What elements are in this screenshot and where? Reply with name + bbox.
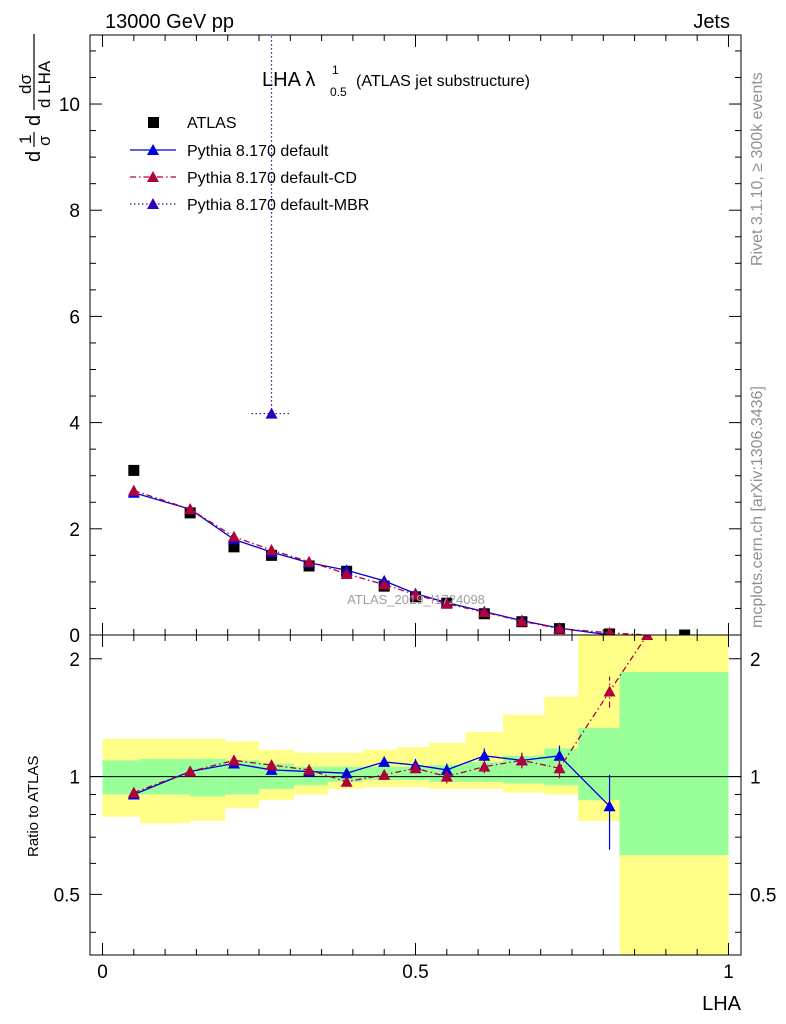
- legend-marker-cd: [147, 171, 159, 182]
- series-point: [440, 597, 453, 609]
- plot-title-suffix: (ATLAS jet substructure): [356, 73, 530, 90]
- ratio-point: [478, 749, 491, 761]
- y-tick-label-ratio-right: 2: [750, 650, 761, 671]
- ratio-point: [440, 763, 453, 775]
- y-tick-label-main: 8: [69, 201, 80, 222]
- y-tick-label-main: 2: [69, 520, 80, 541]
- series-point: [127, 484, 140, 496]
- ratio-point: [409, 762, 422, 774]
- series-point: [340, 567, 353, 579]
- ratio-point: [265, 759, 278, 771]
- legend-marker-atlas: [148, 117, 159, 128]
- ylabel-d1: d: [23, 151, 45, 162]
- y-tick-label-main: 10: [59, 95, 80, 116]
- plot-title-sub: 0.5: [330, 85, 347, 99]
- ratio-point: [603, 685, 616, 697]
- x-tick-label: 0: [97, 962, 108, 983]
- y-tick-label-ratio-right: 1: [750, 768, 761, 789]
- watermark: ATLAS_2019_I1724098: [347, 592, 485, 607]
- ratio-point: [184, 765, 197, 777]
- axis-ticks: [90, 35, 741, 955]
- band-inner-segment: [190, 758, 226, 797]
- y-tick-label-main: 4: [69, 414, 80, 435]
- series-point: [227, 530, 240, 542]
- series-point: [378, 578, 391, 590]
- data-point-atlas: [128, 464, 140, 476]
- series-point: [409, 588, 422, 600]
- plot-title-sup: 1: [332, 63, 339, 77]
- ratio-point: [378, 755, 391, 767]
- axis-tick-labels: 0 2 4 6 8 10 0 0.5 1 0.5 0.5 1 1 2 2: [54, 95, 777, 983]
- plot-title-main: LHA λ: [262, 69, 315, 91]
- band-inner-segment: [619, 672, 643, 856]
- y-tick-label-main: 6: [69, 307, 80, 328]
- header-energy: 13000 GeV pp: [105, 11, 234, 33]
- ratio-series-line: [133, 635, 648, 794]
- uncertainty-band: [102, 635, 729, 955]
- header-process: Jets: [693, 11, 730, 33]
- legend: ATLAS Pythia 8.170 default Pythia 8.170 …: [130, 115, 369, 214]
- x-axis-label: LHA: [702, 993, 742, 1015]
- ratio-series-layer: [127, 635, 654, 850]
- ylabel-d2: d: [23, 115, 45, 126]
- series-point: [265, 407, 278, 419]
- ratio-point: [440, 770, 453, 782]
- ratio-point: [378, 768, 391, 780]
- ratio-point: [553, 749, 566, 761]
- band-inner-segment: [578, 728, 620, 801]
- y-tick-label-ratio-left: 1: [69, 768, 80, 789]
- y-tick-label-ratio-left: 2: [69, 650, 80, 671]
- y-axis-label-ratio: Ratio to ATLAS: [25, 756, 42, 857]
- legend-label-default: Pythia 8.170 default: [187, 143, 329, 160]
- ratio-point: [303, 763, 316, 775]
- data-point-atlas: [228, 541, 240, 553]
- legend-label-atlas: ATLAS: [187, 115, 237, 132]
- side-label-mcplots: mcplots.cern.ch [arXiv:1306.3436]: [749, 386, 766, 628]
- y-axis-label-main: d 1 σ d dσ d LHA: [16, 34, 54, 162]
- series-point: [303, 555, 316, 567]
- series-point: [515, 615, 528, 627]
- x-tick-label: 1: [723, 962, 734, 983]
- ratio-point: [515, 754, 528, 766]
- band-inner-segment: [642, 672, 729, 856]
- series-point: [553, 622, 566, 634]
- ylabel-den2: d LHA: [35, 60, 54, 108]
- main-series-layer: [127, 35, 691, 635]
- ratio-point: [340, 767, 353, 779]
- series-point: [265, 544, 278, 556]
- y-tick-label-main: 0: [69, 626, 80, 647]
- ratio-point: [127, 786, 140, 798]
- ylabel-num2: dσ: [16, 74, 35, 94]
- ratio-point: [478, 760, 491, 772]
- legend-marker-default: [147, 144, 159, 155]
- series-line: [133, 492, 610, 635]
- ratio-point: [227, 754, 240, 766]
- ratio-panel: [90, 635, 741, 955]
- series-point: [478, 606, 491, 618]
- ratio-point: [641, 635, 654, 640]
- main-panel: [127, 35, 691, 635]
- legend-label-mbr: Pythia 8.170 default-MBR: [187, 197, 369, 214]
- ratio-point: [340, 775, 353, 787]
- side-label-rivet: Rivet 3.1.10, ≥ 300k events: [749, 72, 766, 266]
- series-line: [133, 489, 648, 635]
- legend-label-cd: Pythia 8.170 default-CD: [187, 170, 357, 187]
- ratio-point: [553, 762, 566, 774]
- ratio-point: [603, 800, 616, 812]
- y-tick-label-ratio-right: 0.5: [750, 885, 776, 906]
- y-tick-label-ratio-left: 0.5: [54, 885, 80, 906]
- ylabel-den1: σ: [35, 135, 54, 146]
- x-tick-label: 0.5: [402, 962, 428, 983]
- ylabel-num1: 1: [16, 135, 35, 144]
- plot-title: LHA λ 1 0.5 (ATLAS jet substructure): [262, 63, 530, 99]
- series-point: [605, 626, 614, 635]
- legend-marker-mbr: [147, 198, 159, 209]
- series-point: [184, 503, 197, 515]
- data-point-atlas: [679, 629, 691, 635]
